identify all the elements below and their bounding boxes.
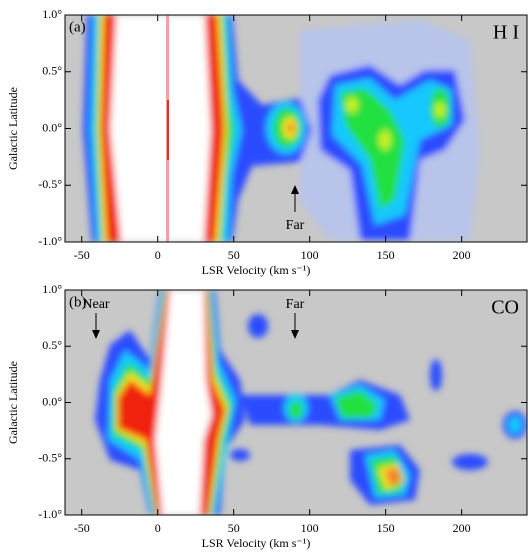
y-tick-label: -0.5° bbox=[38, 451, 62, 465]
x-tick-label: 0 bbox=[155, 521, 161, 535]
annotations bbox=[92, 185, 299, 339]
x-tick-label: 150 bbox=[377, 248, 395, 262]
x-tick-label: 200 bbox=[453, 521, 471, 535]
y-axis-label: Galactic Latitude bbox=[6, 361, 20, 444]
y-axis-label: Galactic Latitude bbox=[6, 87, 20, 170]
y-tick-label: 0.5° bbox=[42, 338, 62, 352]
y-tick-label: 0.0° bbox=[42, 394, 62, 408]
x-tick-label: 0 bbox=[155, 248, 161, 262]
panel-title: H I bbox=[493, 22, 519, 44]
x-tick-label: -50 bbox=[74, 248, 90, 262]
co-image bbox=[65, 290, 527, 515]
panel-title: CO bbox=[491, 297, 519, 319]
y-tick-label: 1.0° bbox=[42, 282, 62, 296]
arrow-head bbox=[291, 330, 299, 339]
y-tick-label: -1.0° bbox=[38, 234, 62, 248]
x-tick-label: 50 bbox=[228, 248, 240, 262]
x-axis-label: LSR Velocity (km s⁻¹) bbox=[202, 536, 311, 550]
y-tick-label: -1.0° bbox=[38, 507, 62, 521]
y-tick-label: 0.5° bbox=[42, 64, 62, 78]
x-tick-label: 150 bbox=[377, 521, 395, 535]
x-tick-label: 200 bbox=[453, 248, 471, 262]
annotation: Far bbox=[286, 297, 305, 312]
y-tick-label: 0.0° bbox=[42, 120, 62, 134]
panel-label: (a) bbox=[69, 19, 86, 35]
x-tick-label: 100 bbox=[301, 521, 319, 535]
panel-label: (b) bbox=[69, 294, 87, 310]
x-tick-label: 50 bbox=[228, 521, 240, 535]
hi-image bbox=[65, 15, 527, 242]
annotation: Far bbox=[286, 218, 305, 233]
annotation: Near bbox=[82, 297, 110, 312]
y-tick-label: -0.5° bbox=[38, 177, 62, 191]
x-tick-label: -50 bbox=[74, 521, 90, 535]
arrow-head bbox=[291, 185, 299, 194]
y-tick-label: 1.0° bbox=[42, 7, 62, 21]
arrow-head bbox=[92, 330, 100, 339]
x-axis-label: LSR Velocity (km s⁻¹) bbox=[202, 263, 311, 277]
x-tick-label: 100 bbox=[301, 248, 319, 262]
